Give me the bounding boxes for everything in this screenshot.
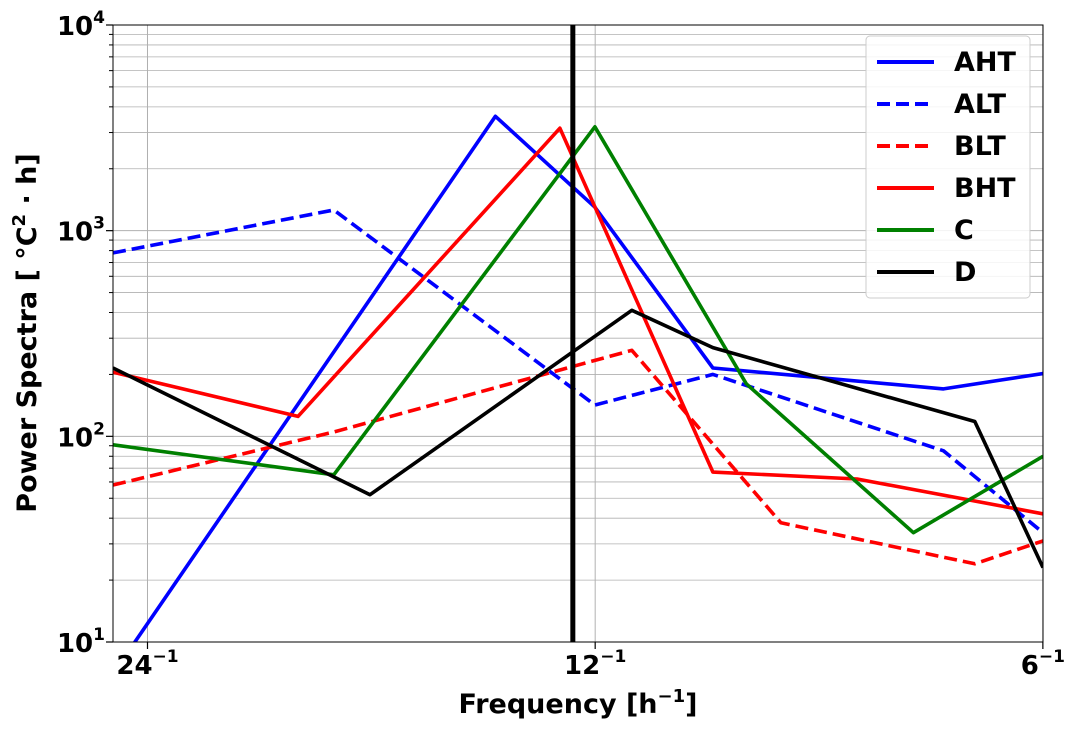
- axis-ticks: 101 102 103 104 24−1 12−1 6−1: [57, 8, 1065, 681]
- legend-label-c: C: [954, 215, 974, 246]
- y-tick-label: 102: [57, 419, 105, 453]
- series-line-aht: [132, 114, 1043, 642]
- legend: AHT ALT BLT BHT CD: [865, 35, 1031, 299]
- series-lines: [113, 114, 1043, 642]
- series-line-bht: [113, 126, 1043, 516]
- legend-label-d: D: [954, 257, 976, 288]
- x-tick-label: 24−1: [116, 647, 178, 681]
- series-line-blt: [113, 348, 1043, 566]
- plot-frame: [112, 24, 1044, 643]
- x-tick-label: 6−1: [1021, 647, 1065, 681]
- legend-label-bht: BHT: [954, 173, 1016, 204]
- y-tick-label: 101: [57, 625, 105, 659]
- y-tick-label: 104: [57, 8, 105, 42]
- legend-label-alt: ALT: [954, 89, 1007, 120]
- legend-label-blt: BLT: [954, 131, 1006, 162]
- series-line-c: [113, 125, 1043, 535]
- series-line-d: [113, 308, 1043, 569]
- legend-box: [865, 35, 1031, 299]
- series-line-alt: [113, 208, 1043, 535]
- y-tick-label: 103: [57, 214, 105, 248]
- x-axis-label: Frequency [h−1]: [459, 686, 698, 720]
- legend-label-aht: AHT: [954, 47, 1016, 78]
- y-axis-label: Power Spectra [ °C2 · h]: [9, 153, 43, 512]
- x-tick-label: 12−1: [564, 647, 626, 681]
